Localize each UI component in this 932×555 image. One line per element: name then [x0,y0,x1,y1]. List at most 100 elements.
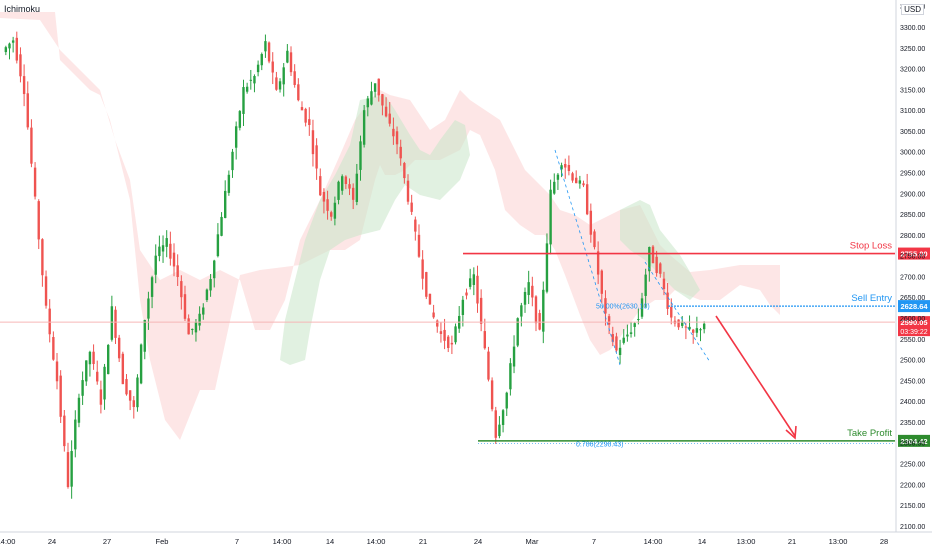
candle-body [534,296,538,324]
candle-body [395,131,399,145]
candle-body [103,366,106,400]
cloud-bear-region [0,12,780,440]
candle-body [330,212,333,217]
candle-body [640,298,644,317]
y-tick-label: 3150.00 [900,87,925,94]
candle-body [604,298,607,314]
candle-body [289,52,293,73]
candle-body [662,278,666,290]
candle-body [655,256,658,274]
candle-body [224,190,227,218]
candle-body [388,113,391,124]
y-tick-label: 2900.00 [900,191,925,198]
candle-body [249,79,252,81]
candle-body [161,245,165,252]
candle-body [450,342,454,345]
candle-body [85,360,88,382]
y-tick-label: 3200.00 [900,67,925,74]
y-tick-label: 2500.00 [900,358,925,365]
cloud-bull-region [620,200,700,300]
x-tick-label: 21 [419,537,427,546]
candle-body [180,281,183,298]
candle-body [615,336,618,351]
candle-body [575,177,578,184]
candle-body [406,180,410,202]
candle-body [644,274,647,296]
x-tick-label: 7 [235,537,239,546]
candle-body [465,292,468,296]
candle-body [213,260,216,279]
level-label-0: Stop Loss [850,241,892,252]
fib-trendline [644,261,711,363]
candle-body [70,451,73,487]
candle-body [461,299,465,316]
x-tick-label: 13:00 [829,537,848,546]
candle-body [183,294,187,319]
candle-body [282,67,285,85]
candle-body [209,279,212,291]
currency-label[interactable]: USD [901,4,924,15]
candle-body [300,107,304,111]
candle-body [447,336,450,348]
target-arrow-head [785,425,797,440]
candle-body [234,126,238,148]
candle-body [553,181,556,194]
x-tick-label: 27 [103,537,111,546]
candle-body [377,78,380,96]
current-price-countdown: 03:39:22 [900,329,927,336]
level-label-2: Take Profit [847,428,892,439]
candle-body [187,318,190,335]
level-label-1: Sell Entry [851,293,892,304]
candle-body [556,174,560,180]
candle-body [205,289,209,301]
candle-body [494,410,497,438]
candle-body [158,246,161,257]
candle-body [501,410,505,425]
candle-body [607,316,611,325]
candle-body [341,176,344,191]
candle-body [30,127,33,164]
candle-body [242,87,245,114]
candle-body [44,276,48,306]
candle-body [128,390,132,401]
candle-body [275,77,278,90]
candle-body [432,312,435,318]
candle-body [542,289,545,332]
candle-body [564,163,567,168]
candle-body [92,351,95,365]
candle-body [670,306,673,318]
y-tick-label: 2300.00 [900,441,925,448]
candle-body [659,263,662,274]
x-tick-label: 14:00 [367,537,386,546]
candle-body [479,297,483,324]
candle-body [96,371,99,382]
current-price-badge-text: 2590.05 [900,318,927,327]
candle-body [392,128,395,137]
candle-body [626,334,629,337]
candle-body [297,84,300,101]
x-tick-label: 28 [880,537,888,546]
candle-body [238,111,242,128]
candle-body [271,61,274,73]
candle-body [66,452,70,488]
candle-body [278,81,282,90]
y-tick-label: 3100.00 [900,108,925,115]
candle-body [198,313,201,326]
fib-label-1: 0.786(2298.43) [576,441,623,448]
candle-body [684,326,688,328]
candle-body [498,424,501,437]
candle-body [381,94,384,106]
y-tick-label: 3050.00 [900,129,925,136]
current-price-badge-bg [898,316,930,337]
candle-body [267,42,271,62]
candle-body [154,255,157,275]
candle-body [293,71,296,85]
y-tick-label: 3300.00 [900,25,925,32]
candle-body [410,202,413,212]
candle-body [699,329,702,331]
candle-body [472,274,476,285]
candle-body [622,337,625,343]
y-tick-label: 2250.00 [900,461,925,468]
